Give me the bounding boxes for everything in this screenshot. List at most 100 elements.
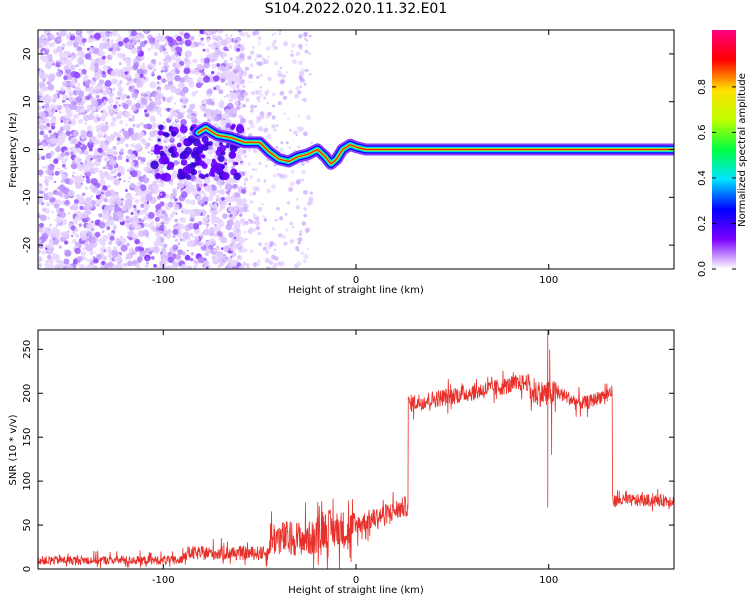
noise-speckle: [102, 185, 108, 191]
noise-speckle: [159, 201, 165, 207]
noise-speckle: [180, 264, 188, 269]
noise-speckle: [94, 199, 102, 207]
noise-speckle: [97, 132, 104, 139]
spectrogram-y-label: Frequency (Hz): [8, 112, 19, 188]
noise-speckle: [255, 119, 260, 124]
noise-speckle: [104, 135, 110, 141]
noise-speckle: [134, 215, 138, 219]
noise-speckle: [130, 212, 134, 216]
noise-speckle: [192, 190, 199, 197]
noise-speckle: [294, 246, 300, 251]
noise-speckle: [142, 63, 145, 66]
noise-speckle: [101, 32, 107, 38]
noise-speckle: [244, 171, 248, 175]
noise-speckle: [45, 201, 51, 207]
noise-speckle: [240, 160, 243, 164]
noise-speckle: [102, 71, 106, 75]
noise-speckle: [259, 93, 263, 97]
noise-speckle: [176, 47, 183, 53]
noise-speckle: [144, 109, 148, 113]
colorbar-ticks: 0.0 0.2 0.4 0.6 0.8: [697, 79, 736, 277]
noise-speckle: [176, 112, 184, 120]
noise-speckle: [231, 123, 236, 129]
noise-speckle: [128, 197, 131, 201]
noise-speckle: [130, 133, 138, 141]
noise-speckle: [205, 30, 213, 34]
noise-speckle: [81, 192, 86, 197]
noise-speckle: [85, 196, 92, 204]
noise-speckle: [233, 236, 237, 240]
noise-speckle: [299, 47, 303, 51]
noise-speckle: [197, 41, 202, 46]
noise-speckle: [199, 73, 203, 77]
noise-speckle: [124, 44, 129, 49]
noise-speckle: [56, 70, 63, 78]
noise-speckle: [297, 145, 301, 149]
noise-speckle: [183, 57, 189, 63]
noise-speckle: [227, 263, 231, 267]
noise-speckle: [252, 46, 255, 49]
noise-speckle: [298, 232, 303, 236]
noise-speckle: [168, 127, 173, 133]
noise-speckle: [121, 171, 125, 176]
noise-speckle: [304, 131, 308, 136]
noise-speckle: [252, 191, 257, 196]
noise-speckle: [162, 96, 166, 101]
noise-speckle: [235, 84, 240, 89]
noise-speckle: [141, 91, 146, 96]
noise-speckle: [117, 253, 121, 258]
noise-speckle: [162, 172, 172, 182]
noise-speckle: [219, 188, 226, 195]
noise-speckle: [51, 253, 59, 260]
noise-speckle: [59, 126, 65, 132]
noise-speckle: [248, 119, 254, 125]
noise-speckle: [225, 183, 233, 191]
noise-speckle: [291, 59, 298, 65]
noise-speckle: [133, 251, 137, 255]
noise-speckle: [249, 192, 253, 197]
noise-speckle: [148, 37, 156, 44]
noise-speckle: [127, 127, 133, 133]
noise-speckle: [247, 127, 250, 130]
noise-speckle: [216, 198, 219, 202]
noise-speckle: [232, 61, 235, 64]
noise-speckle: [92, 47, 100, 55]
noise-speckle: [44, 31, 48, 35]
noise-speckle: [88, 57, 93, 61]
noise-speckle: [176, 35, 182, 42]
noise-speckle: [67, 212, 71, 215]
noise-speckle: [181, 83, 184, 87]
noise-speckle: [229, 57, 233, 61]
snr-panel: -100 0 100 0 50 100 150 200 250 Height of strai…: [8, 329, 675, 596]
noise-speckle: [161, 78, 167, 84]
noise-speckle: [308, 200, 314, 205]
noise-speckle: [225, 190, 230, 195]
noise-speckle: [113, 175, 117, 179]
noise-speckle: [264, 241, 269, 246]
noise-speckle: [175, 212, 178, 215]
noise-speckle: [289, 239, 295, 244]
noise-speckle: [132, 123, 136, 127]
noise-speckle: [226, 196, 231, 201]
noise-speckle: [172, 68, 175, 72]
noise-speckle: [235, 155, 243, 162]
noise-speckle: [55, 89, 59, 92]
noise-speckle: [159, 224, 166, 231]
noise-speckle: [159, 189, 162, 193]
noise-speckle: [214, 223, 217, 227]
noise-speckle: [123, 179, 127, 183]
noise-speckle: [61, 42, 67, 48]
noise-speckle: [166, 152, 171, 157]
noise-speckle: [273, 163, 277, 168]
noise-speckle: [50, 197, 56, 202]
noise-speckle: [255, 262, 260, 267]
noise-speckle: [83, 150, 89, 156]
noise-speckle: [239, 53, 244, 59]
noise-speckle: [48, 129, 52, 134]
noise-speckle: [104, 221, 110, 227]
y-tick-label: -10: [22, 189, 33, 205]
noise-speckle: [243, 177, 249, 182]
noise-speckle: [142, 216, 148, 221]
noise-speckle: [109, 104, 113, 108]
